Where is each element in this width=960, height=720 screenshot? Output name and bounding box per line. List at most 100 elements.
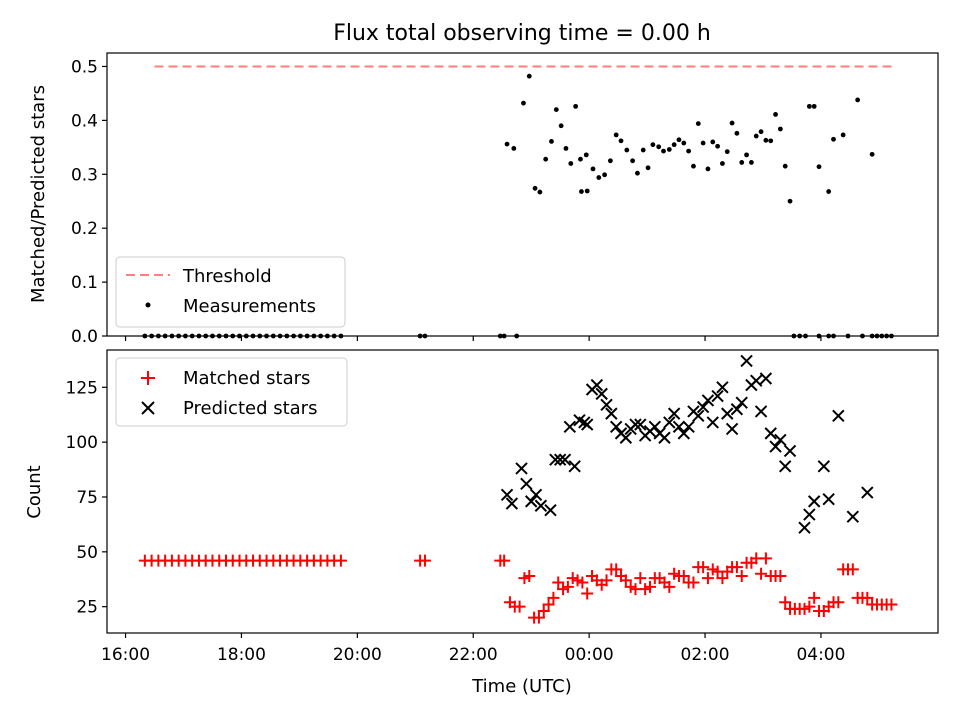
measurement-point [681, 140, 687, 146]
measurement-point [297, 333, 303, 339]
measurement-point [230, 333, 236, 339]
predicted-star-point [759, 372, 773, 385]
time-x-tick-label: 20:00 [333, 645, 382, 665]
predicted-star-point [672, 420, 686, 433]
measurement-point [607, 158, 613, 164]
measurement-point [729, 120, 735, 126]
measurement-point [169, 333, 175, 339]
predicted-star-point [634, 418, 647, 431]
legend-matched-swatch [141, 371, 155, 385]
predicted-star-point [667, 407, 681, 420]
measurement-point [806, 103, 812, 109]
measurement-point [860, 333, 865, 339]
legend-matched-label: Matched stars [183, 368, 310, 389]
predicted-star-point [735, 396, 748, 409]
measurement-point [243, 333, 249, 339]
matched-star-point [542, 598, 555, 611]
measurement-point [787, 198, 793, 204]
measurement-point [526, 73, 532, 79]
measurement-point [250, 333, 256, 339]
measurement-point [826, 333, 832, 339]
ratio-plot-frame [106, 52, 939, 337]
measurement-point [811, 103, 817, 109]
measurement-point [640, 147, 646, 153]
measurement-point [691, 163, 696, 169]
measurement-point [149, 333, 155, 339]
measurement-point [521, 100, 526, 106]
predicted-star-point [764, 427, 777, 440]
count-y-tick-label: 25 [76, 598, 98, 618]
matched-star-point [600, 574, 613, 587]
measurement-point [583, 152, 589, 158]
predicted-star-point [605, 407, 618, 420]
legend-threshold-label: Threshold [182, 266, 272, 287]
measurement-point [338, 333, 344, 339]
predicted-star-point [500, 488, 514, 501]
time-x-axis-label: Time (UTC) [471, 676, 572, 697]
measurement-point [758, 129, 764, 135]
measurement-point [635, 170, 640, 176]
measurement-point [142, 333, 148, 339]
predicted-star-point [558, 453, 572, 466]
predicted-star-point [663, 416, 676, 429]
count-legend: Matched stars Predicted stars [115, 357, 348, 427]
predicted-star-point [822, 492, 835, 506]
predicted-star-point [629, 418, 642, 431]
measurement-point [768, 138, 774, 144]
measurement-point [596, 175, 602, 180]
matched-star-point [547, 591, 560, 604]
matched-star-point [677, 569, 690, 582]
measurement-point [590, 166, 596, 172]
measurement-point [773, 112, 778, 117]
count-y-axis-label: Count [24, 465, 45, 518]
measurement-point [543, 156, 549, 162]
predicted-star-point [754, 405, 768, 418]
measurement-point [869, 333, 875, 339]
matched-star-point [687, 576, 700, 589]
measurement-point [584, 188, 590, 194]
predicted-star-point [553, 453, 567, 466]
measurement-point [514, 333, 520, 339]
matched-star-point [885, 598, 898, 611]
measurement-point [183, 333, 188, 339]
measurement-point [715, 143, 720, 149]
measurement-point [763, 137, 769, 143]
predicted-star-point [581, 418, 594, 431]
predicted-star-point [740, 354, 753, 368]
legend-measurements-label: Measurements [183, 296, 316, 317]
predicted-star-point [529, 488, 543, 501]
measurement-point [884, 333, 890, 339]
matched-star-point [663, 580, 676, 593]
ratio-y-tick-label: 0.1 [71, 273, 98, 293]
measurement-point [695, 121, 701, 127]
predicted-star-point [701, 394, 715, 407]
measurement-point [831, 136, 836, 142]
measurement-point [532, 185, 538, 191]
measurement-point [791, 333, 797, 339]
measurement-point [501, 333, 507, 339]
predicted-star-point [778, 460, 792, 473]
measurement-point [155, 333, 161, 339]
measurement-point [624, 147, 630, 153]
matched-star-point [532, 611, 545, 624]
measurement-point [797, 333, 803, 339]
measurement-point [537, 189, 543, 195]
measurement-point [318, 333, 324, 339]
measurement-point [553, 107, 559, 112]
measurement-point [189, 333, 195, 339]
predicted-star-point [769, 440, 782, 453]
measurement-point [264, 333, 269, 339]
ratio-y-axis-label: Matched/Predicted stars [28, 85, 49, 303]
predicted-star-point [677, 427, 691, 440]
measurement-point [311, 333, 317, 339]
measurement-point [777, 126, 783, 132]
matched-stars-points [138, 552, 898, 624]
predicted-star-point [600, 398, 613, 412]
matched-star-point [523, 569, 536, 582]
measurement-point [826, 189, 832, 194]
count-plot-frame [106, 349, 939, 634]
matched-star-point [537, 605, 550, 618]
ratio-y-tick-label: 0.4 [71, 111, 98, 131]
measurement-point [257, 333, 263, 339]
